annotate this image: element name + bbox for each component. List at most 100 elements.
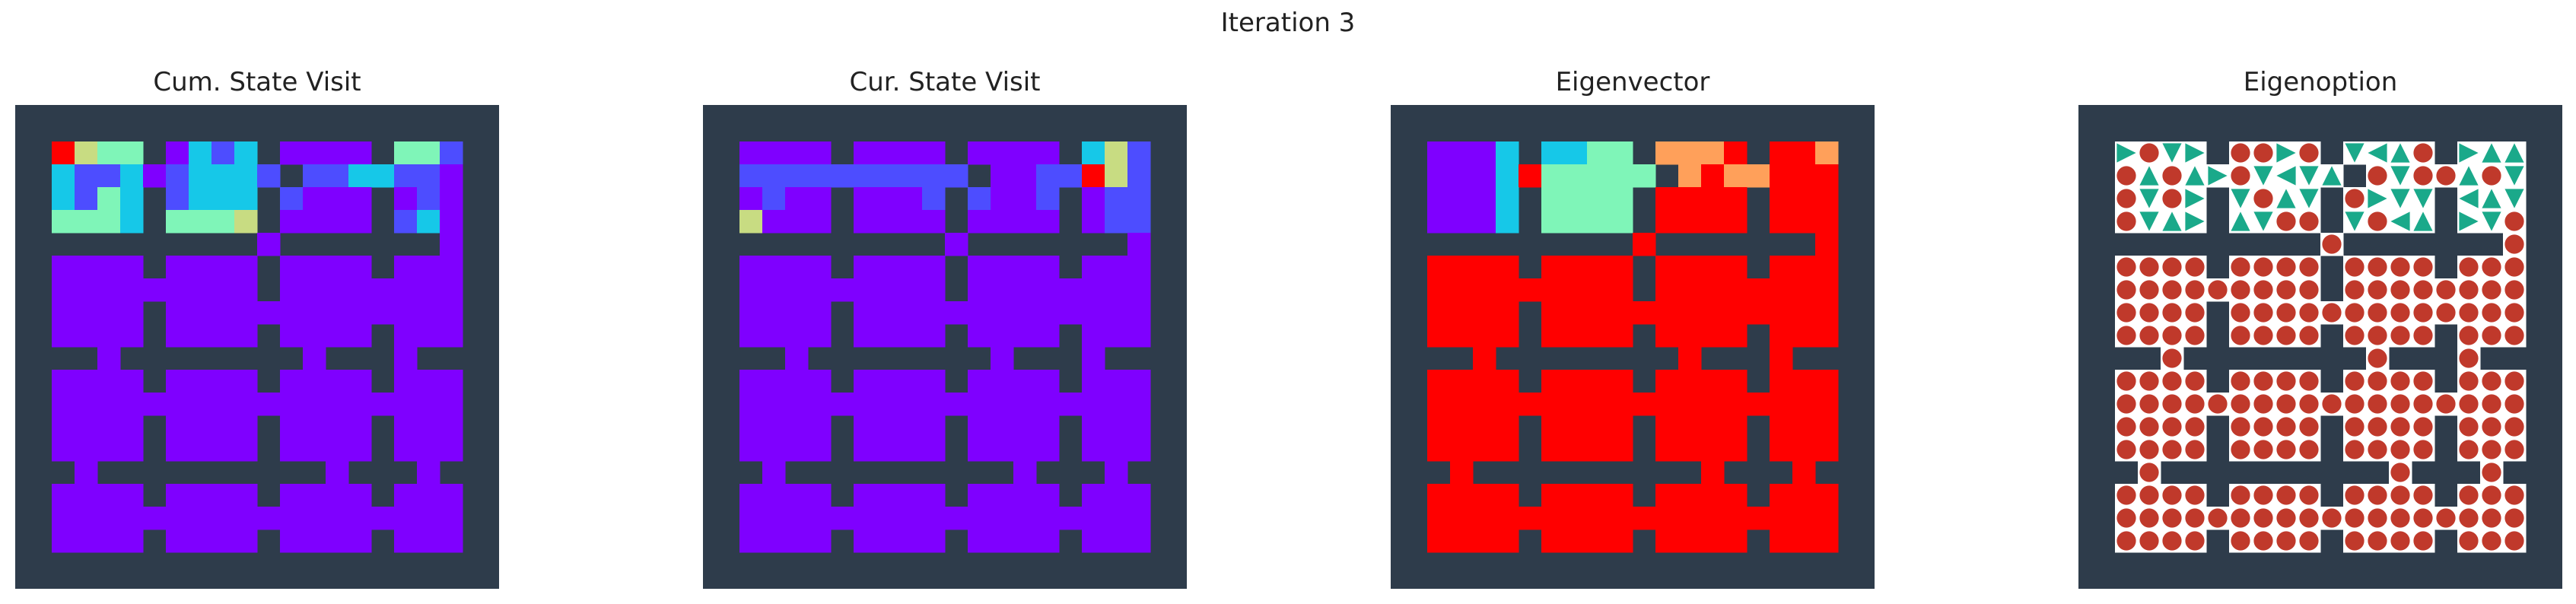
terminate-marker <box>2185 257 2205 277</box>
terminate-marker <box>2368 166 2387 186</box>
grid-cell <box>120 256 144 279</box>
grid-cell <box>1473 278 1496 302</box>
grid-cell <box>1610 301 1633 325</box>
grid-cell <box>991 278 1014 302</box>
grid-cell <box>1105 164 1128 188</box>
terminate-marker <box>2459 257 2479 277</box>
grid-cell <box>189 210 212 234</box>
terminate-marker <box>2482 463 2501 482</box>
grid-cell <box>1792 507 1816 530</box>
terminate-marker <box>2208 394 2228 414</box>
grid-cell <box>899 484 923 507</box>
grid-cell <box>1450 256 1474 279</box>
option-arrow-marker <box>2185 166 2205 186</box>
grid-cell <box>1519 278 1542 302</box>
grid-cell <box>1770 484 1793 507</box>
terminate-marker <box>2482 326 2501 345</box>
grid-cell <box>75 393 98 416</box>
panel-title-eigenvector: Eigenvector <box>1555 67 1710 97</box>
grid-cell <box>1587 301 1611 325</box>
grid-cell <box>1496 438 1519 462</box>
grid-cell <box>211 256 235 279</box>
grid-cell <box>785 370 809 393</box>
grid-cell <box>1770 507 1793 530</box>
grid-cell <box>211 187 235 211</box>
grid-cell <box>75 187 98 211</box>
grid-cell <box>1473 256 1496 279</box>
grid-cell <box>166 301 189 325</box>
grid-cell <box>1724 256 1748 279</box>
terminate-marker <box>2185 417 2205 437</box>
grid-cell <box>348 324 372 348</box>
grid-cell <box>97 507 121 530</box>
grid-cell <box>280 256 304 279</box>
grid-cell <box>1564 256 1588 279</box>
grid-cell <box>257 301 281 325</box>
grid-cell <box>1473 187 1496 211</box>
grid-cell <box>1082 301 1105 325</box>
grid-cell <box>1541 278 1565 302</box>
grid-cell <box>1013 438 1037 462</box>
grid-cell <box>1013 164 1037 188</box>
grid-cell <box>348 164 372 188</box>
option-arrow-marker <box>2482 143 2501 163</box>
terminate-marker <box>2276 440 2296 459</box>
grid-cell <box>1082 529 1105 553</box>
terminate-marker <box>2253 531 2273 551</box>
terminate-marker <box>2139 440 2159 459</box>
terminate-marker <box>2390 463 2410 482</box>
grid-cell <box>143 164 167 188</box>
grid-cell <box>1105 256 1128 279</box>
grid-cell <box>1496 256 1519 279</box>
gridworld-panel-eigenvector <box>1391 105 1875 589</box>
grid-cell <box>348 415 372 439</box>
terminate-marker <box>2345 371 2365 391</box>
grid-cell <box>1496 164 1519 188</box>
terminate-marker <box>2390 257 2410 277</box>
terminate-marker <box>2299 440 2319 459</box>
grid-cell <box>1770 347 1793 370</box>
terminate-marker <box>2276 303 2296 323</box>
grid-cell <box>1792 141 1816 165</box>
grid-cell <box>1127 141 1151 165</box>
grid-cell <box>808 529 832 553</box>
option-arrow-marker <box>2504 166 2524 186</box>
grid-cell <box>1587 393 1611 416</box>
terminate-marker <box>2459 371 2479 391</box>
grid-cell <box>97 347 121 370</box>
grid-cell <box>303 507 326 530</box>
grid-cell <box>1815 210 1839 234</box>
grid-cell <box>785 187 809 211</box>
grid-cell <box>739 393 763 416</box>
grid-cell <box>1678 393 1702 416</box>
grid-cell <box>1036 393 1060 416</box>
grid-cell <box>739 187 763 211</box>
option-arrow-marker <box>2139 166 2159 186</box>
grid-cell <box>52 187 75 211</box>
grid-cell <box>1450 507 1474 530</box>
grid-cell <box>876 324 900 348</box>
option-arrow-marker <box>2299 166 2319 186</box>
grid-cell <box>120 164 144 188</box>
grid-cell <box>1082 393 1105 416</box>
grid-cell <box>257 507 281 530</box>
grid-cell <box>1701 507 1725 530</box>
grid-cell <box>303 529 326 553</box>
grid-cell <box>1564 164 1588 188</box>
grid-cell <box>1655 256 1679 279</box>
terminate-marker <box>2413 166 2433 186</box>
grid-cell <box>1450 141 1474 165</box>
option-arrow-marker <box>2185 211 2205 231</box>
terminate-marker <box>2231 303 2250 323</box>
terminate-marker <box>2390 326 2410 345</box>
terminate-marker <box>2162 166 2182 186</box>
grid-cell <box>394 141 418 165</box>
grid-cell <box>922 370 946 393</box>
grid-cell <box>52 415 75 439</box>
grid-cell <box>1082 415 1105 439</box>
terminate-marker <box>2368 417 2387 437</box>
grid-cell <box>1770 415 1793 439</box>
grid-cell <box>1473 415 1496 439</box>
grid-cell <box>75 438 98 462</box>
grid-cell <box>739 507 763 530</box>
